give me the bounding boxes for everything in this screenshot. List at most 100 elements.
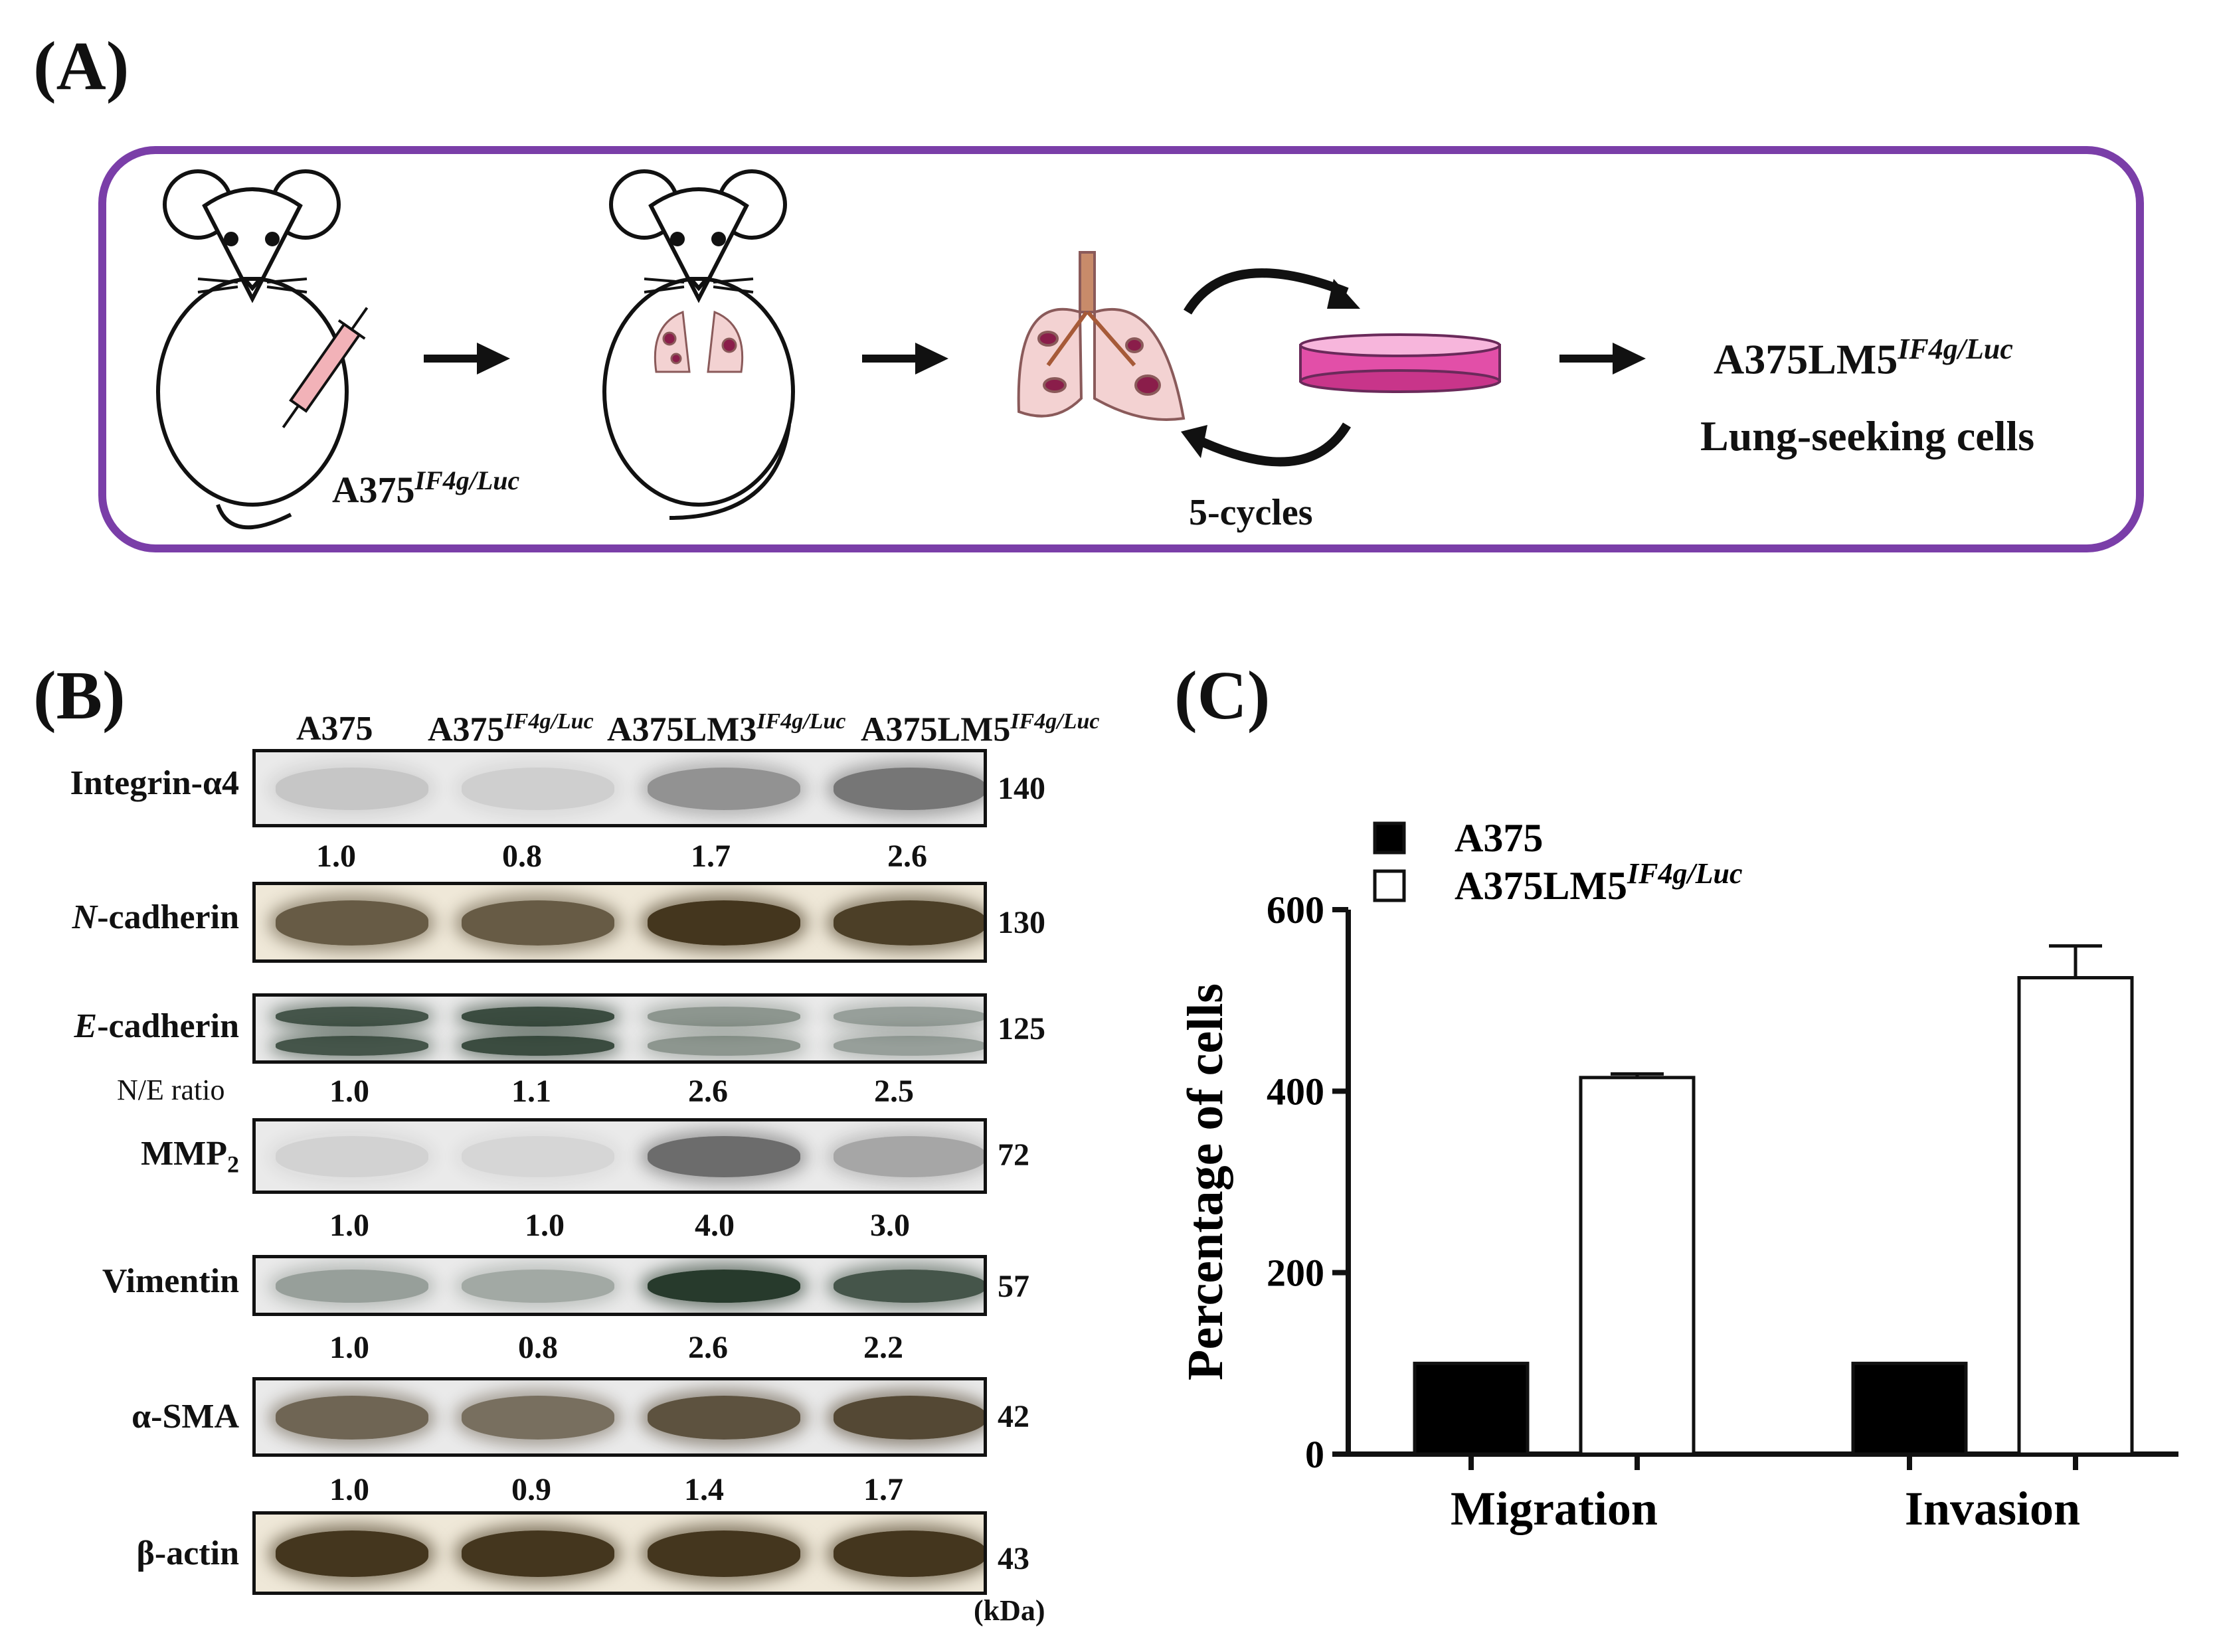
lane-name: A375LM3: [607, 710, 757, 749]
schematic-graphics: [156, 169, 1646, 530]
kda-value: 130: [998, 905, 1045, 940]
kda-value: 72: [998, 1137, 1029, 1173]
kda-value: 42: [998, 1399, 1029, 1434]
kda-value: 57: [998, 1269, 1029, 1304]
kda-value: 43: [998, 1541, 1029, 1576]
blot-band: [462, 1269, 614, 1303]
protein-label: Vimentin: [102, 1262, 239, 1300]
bar: [1851, 1361, 1968, 1456]
quant-value: 0.8: [518, 1330, 558, 1365]
legend-label: A375: [1455, 816, 1543, 860]
mouse-icon: [602, 169, 795, 520]
kda-unit: (kDa): [974, 1594, 1045, 1627]
injected-cells-label: A375IF4g/Luc: [332, 465, 519, 512]
kda-value: 125: [998, 1011, 1045, 1046]
blot-image: [252, 1511, 987, 1595]
syringe-icon: [282, 307, 369, 428]
blot-band: [648, 1269, 800, 1303]
quant-value: 1.0: [329, 1472, 369, 1507]
y-tick-label: 200: [1267, 1252, 1324, 1295]
blot-band: [834, 1530, 984, 1577]
blot-image: [252, 749, 987, 827]
lane-header: A375LM5IF4g/Luc: [861, 709, 1099, 749]
legend-swatch: [1373, 821, 1406, 855]
blot-band: [462, 900, 614, 946]
blot-band: [648, 1396, 800, 1440]
quant-value: 1.0: [525, 1208, 565, 1243]
schematic-frame: [98, 146, 2144, 552]
quant-value: 2.2: [863, 1330, 903, 1365]
bar-chart: 0 200 400 600 Percentage of cells Migration In…: [1178, 816, 2178, 1535]
bar: [1413, 1361, 1530, 1456]
arrow-icon: [424, 343, 510, 374]
lane-name: A375: [428, 710, 505, 749]
protein-label-italic: N: [72, 898, 98, 936]
blot-image: [252, 993, 987, 1064]
quant-value: 2.6: [887, 839, 927, 874]
blot-band: [462, 1006, 614, 1027]
quant-value: 0.9: [511, 1472, 551, 1507]
kda-value: 140: [998, 771, 1045, 806]
protein-label: α-SMA: [132, 1398, 239, 1436]
y-tick-label: 400: [1267, 1070, 1324, 1113]
blot-band: [834, 1396, 984, 1440]
blot-band: [276, 1036, 428, 1056]
lane-header: A375LM3IF4g/Luc: [607, 709, 845, 749]
quant-value: 1.0: [316, 839, 356, 874]
quant-value: 1.7: [863, 1472, 903, 1507]
lane-header: A375: [296, 709, 373, 748]
injected-cells-name: A375: [332, 469, 415, 511]
blot-band: [462, 1135, 614, 1178]
lane-header: A375IF4g/Luc: [428, 709, 594, 749]
blot-band: [834, 1269, 984, 1303]
blot-band: [276, 1006, 428, 1027]
quant-value: 1.1: [511, 1074, 551, 1109]
quant-value: 1.7: [691, 839, 731, 874]
blot-band: [648, 1006, 800, 1027]
cycle-arrow-icon: [1181, 425, 1207, 458]
blot-band: [276, 900, 428, 946]
quant-value: 1.0: [329, 1330, 369, 1365]
x-tick-label: Invasion: [1905, 1482, 2080, 1535]
protein-label-rest: -cadherin: [97, 898, 239, 936]
y-tick-label: 0: [1305, 1433, 1324, 1476]
bar: [2017, 976, 2134, 1456]
mouse-icon: [156, 169, 349, 530]
cycle-arrow-icon: [1327, 279, 1360, 309]
protein-label-italic: E: [74, 1007, 98, 1045]
blot-image: [252, 1377, 987, 1457]
quant-value: 2.6: [688, 1330, 728, 1365]
blot-band: [462, 1530, 614, 1577]
blot-band: [276, 1135, 428, 1178]
petri-dish-icon: [1299, 333, 1501, 393]
blot-band: [462, 767, 614, 811]
protein-label: Integrin-α4: [70, 764, 239, 802]
lane-sup: IF4g/Luc: [504, 709, 594, 734]
y-axis-label: Percentage of cells: [1178, 983, 1233, 1380]
blot-band: [834, 767, 984, 811]
protein-label: β-actin: [136, 1534, 239, 1572]
blot-band: [648, 1135, 800, 1178]
blot-image: [252, 1118, 987, 1194]
legend-label: A375LM5IF4g/Luc: [1455, 857, 1743, 908]
blot-image: [252, 1255, 987, 1316]
quant-value: 1.4: [684, 1472, 724, 1507]
legend-swatch: [1373, 869, 1406, 902]
blot-band: [834, 1036, 984, 1056]
ratio-label: N/E ratio: [117, 1074, 225, 1106]
result-cells-label: A375LM5IF4g/Luc: [1714, 332, 2013, 384]
quant-value: 0.8: [502, 839, 542, 874]
lane-name: A375: [296, 710, 373, 748]
blot-band: [276, 1396, 428, 1440]
result-cells-name: A375LM5: [1714, 335, 1898, 383]
panel-label-a: (A): [33, 28, 130, 104]
lungs-icon: [1017, 251, 1186, 421]
blot-band: [462, 1036, 614, 1056]
arrow-icon: [1559, 343, 1646, 374]
blot-band: [648, 1530, 800, 1577]
legend-label-sup: IF4g/Luc: [1627, 857, 1743, 890]
quant-value: 1.0: [329, 1208, 369, 1243]
lane-name: A375LM5: [861, 710, 1011, 749]
protein-label-main: MMP: [141, 1135, 227, 1173]
quant-value: 4.0: [695, 1208, 735, 1243]
